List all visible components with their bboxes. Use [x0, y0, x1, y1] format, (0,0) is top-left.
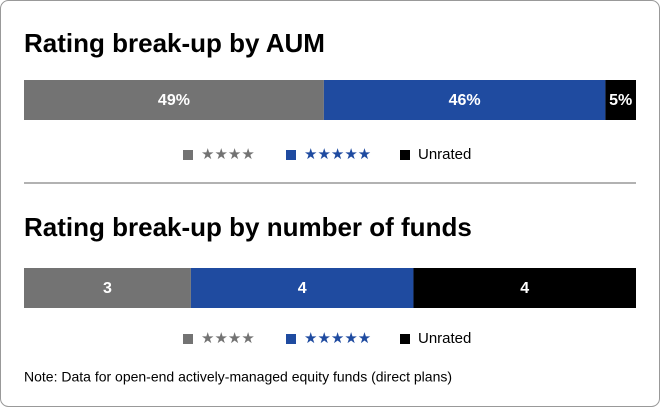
- legend-label: Unrated: [418, 330, 471, 347]
- legend-swatch: [183, 334, 193, 344]
- bar-segment: [24, 80, 324, 120]
- legend-label: Unrated: [418, 146, 471, 163]
- segment-label: 49%: [158, 92, 190, 109]
- segment-label: 4: [520, 280, 529, 297]
- legend-label: ★★★★: [201, 146, 255, 163]
- bar-segment: [24, 268, 191, 308]
- legend-label: ★★★★: [201, 330, 255, 347]
- segment-label: 5%: [609, 92, 632, 109]
- bar-segment: [323, 80, 606, 120]
- legend-label: ★★★★★: [304, 330, 371, 347]
- note: Note: Data for open-end actively-managed…: [24, 369, 452, 385]
- chart-title: Rating break-up by number of funds: [24, 212, 472, 242]
- legend-label: ★★★★★: [304, 146, 371, 163]
- segment-label: 46%: [449, 92, 481, 109]
- chart-title: Rating break-up by AUM: [24, 28, 325, 58]
- legend-swatch: [400, 334, 410, 344]
- legend-swatch: [286, 334, 296, 344]
- bar-segment: [605, 80, 636, 120]
- legend-swatch: [183, 150, 193, 160]
- bar-segment: [190, 268, 414, 308]
- segment-label: 3: [103, 280, 112, 297]
- legend-swatch: [400, 150, 410, 160]
- bar-segment: [413, 268, 636, 308]
- segment-label: 4: [298, 280, 307, 297]
- legend-swatch: [286, 150, 296, 160]
